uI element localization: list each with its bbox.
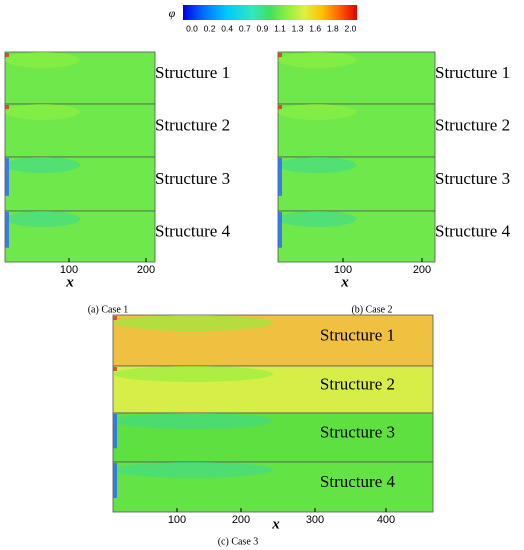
contour-feature (278, 157, 357, 173)
x-axis-label: x (271, 516, 280, 532)
inlet-edge (278, 158, 282, 196)
structure-label: Structure 4 (320, 472, 396, 491)
x-axis-label: x (340, 274, 349, 290)
panel: Structure 1 Structure 2 Structure 3 Structu… (277, 51, 511, 315)
panel: Structure 1 Structure 2 Structure 3 Structu… (4, 51, 231, 315)
inlet-edge (5, 158, 9, 196)
colorbar-symbol: φ (169, 6, 176, 20)
inlet-edge (113, 316, 117, 320)
colorbar-label: 0.7 (239, 23, 251, 33)
contour-feature (113, 366, 273, 382)
structure-label: Structure 2 (320, 374, 395, 393)
inlet-edge (278, 53, 282, 57)
contour-feature (278, 52, 357, 68)
structure-label: Structure 3 (320, 422, 395, 441)
x-tick-label: 100 (168, 514, 186, 526)
structure-label: Structure 2 (155, 115, 230, 134)
x-tick-label: 100 (60, 264, 78, 276)
inlet-edge (113, 367, 117, 371)
contour-feature (278, 211, 357, 227)
colorbar-label: 1.3 (292, 23, 304, 33)
inlet-edge (5, 212, 9, 248)
contour-strip (277, 210, 436, 263)
contour-feature (5, 104, 80, 120)
inlet-edge (5, 53, 9, 57)
caption: (b) Case 2 (351, 304, 392, 315)
structure-label: Structure 1 (435, 63, 510, 82)
colorbar-label: 1.1 (274, 23, 286, 33)
colorbar-label: 0.2 (204, 23, 216, 33)
colorbar-label: 0.4 (221, 23, 233, 33)
contour-feature (113, 315, 273, 331)
inlet-edge (278, 105, 282, 109)
structure-label: Structure 1 (320, 325, 395, 344)
contour-feature (278, 104, 357, 120)
colorbar-label: 0.9 (256, 23, 268, 33)
panel: Structure 1 Structure 2 Structure 3 Structu… (112, 314, 434, 547)
structure-label: Structure 4 (435, 221, 511, 240)
structure-label: Structure 3 (435, 169, 510, 188)
inlet-edge (113, 414, 117, 449)
x-tick-label: 100 (334, 264, 352, 276)
inlet-edge (113, 463, 117, 498)
inlet-edge (278, 212, 282, 248)
contour-feature (5, 157, 80, 173)
structure-label: Structure 1 (155, 63, 230, 82)
contour-feature (5, 211, 80, 227)
x-tick-label: 400 (377, 514, 395, 526)
structure-label: Structure 3 (155, 169, 230, 188)
structure-label: Structure 2 (435, 115, 510, 134)
caption: (a) Case 1 (88, 304, 129, 315)
colorbar-label: 2.0 (344, 23, 356, 33)
x-tick-label: 200 (413, 264, 431, 276)
colorbar-label: 1.8 (327, 23, 339, 33)
x-tick-label: 200 (232, 514, 250, 526)
x-axis-label: x (65, 274, 74, 290)
colorbar (183, 5, 357, 20)
x-tick-label: 300 (306, 514, 324, 526)
contour-feature (113, 413, 273, 429)
contour-feature (5, 52, 80, 68)
colorbar-label: 1.6 (309, 23, 321, 33)
caption: (c) Case 3 (218, 536, 259, 547)
structure-label: Structure 4 (155, 221, 231, 240)
colorbar-label: 0.0 (186, 23, 198, 33)
x-tick-label: 200 (137, 264, 155, 276)
contour-feature (113, 462, 273, 478)
inlet-edge (5, 105, 9, 109)
